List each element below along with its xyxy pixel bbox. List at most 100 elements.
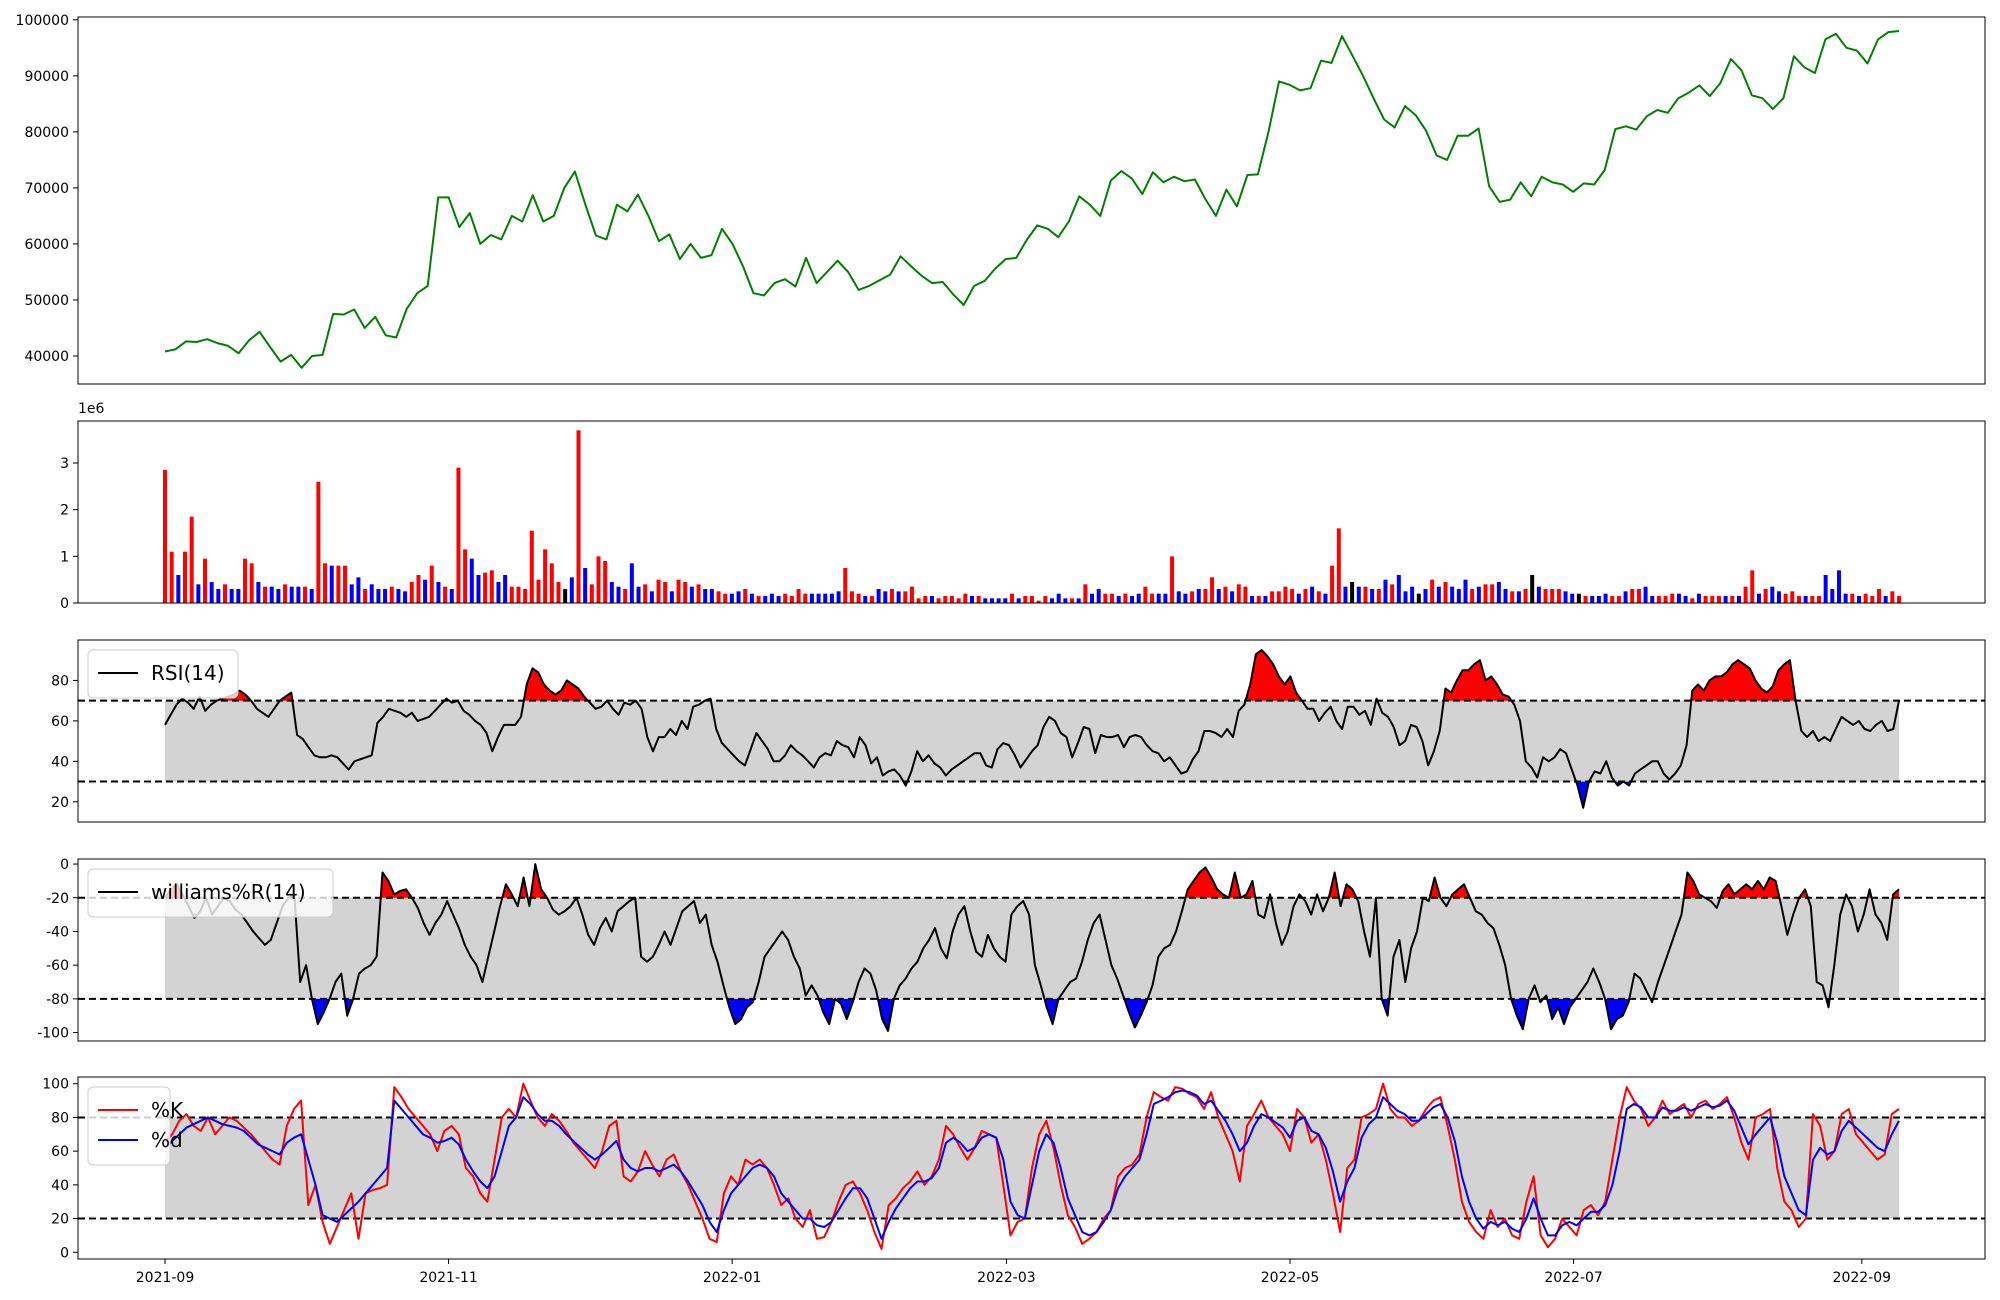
volume-bar-161	[1236, 584, 1241, 603]
volume-bar-109	[889, 589, 894, 603]
price-ytick-label-5: 90000	[24, 69, 69, 85]
volume-bar-155	[1196, 589, 1201, 603]
volume-bar-110	[896, 591, 901, 603]
volume-bar-63	[583, 568, 588, 603]
volume-bar-102	[843, 568, 848, 603]
rsi-overbought-fill-7	[1245, 650, 1302, 701]
williams-series-0	[164, 863, 1900, 1032]
stochastic-ytick-label-4: 80	[51, 1110, 69, 1126]
volume-bar-134	[1056, 593, 1061, 603]
volume-bar-42	[443, 586, 448, 603]
volume-bar-228	[1683, 596, 1688, 603]
volume-bar-55	[529, 530, 534, 603]
volume-bar-96	[803, 593, 808, 603]
volume-bar-89	[756, 596, 761, 603]
volume-bar-224	[1656, 596, 1661, 603]
volume-bar-135	[1063, 598, 1068, 603]
stochastic-ytick-label-3: 60	[51, 1144, 69, 1160]
volume-bar-106	[869, 596, 874, 603]
volume-bar-180	[1363, 586, 1368, 603]
price-ytick-label-4: 80000	[24, 125, 69, 141]
volume-bar-52	[509, 586, 514, 603]
volume-bar-103	[849, 591, 854, 603]
volume-bar-22	[309, 589, 314, 603]
rsi-overbought-fill-5	[523, 668, 588, 701]
volume-bar-128	[1016, 598, 1021, 603]
williams-frame	[77, 858, 1986, 1042]
volume-bar-168	[1283, 586, 1288, 603]
volume-bar-162	[1243, 586, 1248, 603]
williams-overbought-fill-12	[1328, 872, 1340, 898]
volume-bar-67	[609, 582, 614, 603]
volume-bar-203	[1516, 591, 1521, 603]
volume-bar-66	[603, 561, 608, 603]
volume-bar-25	[329, 565, 334, 603]
x-tick-label-5: 2022-07	[1544, 1270, 1603, 1286]
x-tick-label-0: 2021-09	[136, 1270, 195, 1286]
volume-bar-16	[269, 586, 274, 603]
volume-bar-35	[396, 589, 401, 603]
volume-bar-26	[336, 565, 341, 603]
volume-bar-3	[183, 551, 188, 603]
volume-bar-95	[796, 589, 801, 603]
williams-oversold-fill-7	[1124, 998, 1148, 1028]
volume-bar-19	[289, 586, 294, 603]
volume-bar-50	[496, 582, 501, 603]
volume-bar-121	[969, 596, 974, 603]
rsi-ytick-label-2: 60	[51, 714, 69, 730]
volume-bar-151	[1170, 556, 1175, 603]
volume-bar-173	[1316, 591, 1321, 603]
price-ytick-label-2: 60000	[24, 237, 69, 253]
volume-bar-31	[369, 584, 374, 603]
volume-bar-245	[1796, 596, 1801, 603]
volume-bar-252	[1843, 593, 1848, 603]
williams-overbought-fill-8	[1240, 880, 1256, 898]
volume-bar-232	[1710, 596, 1715, 603]
volume-bar-57	[543, 549, 548, 603]
volume-bar-86	[736, 591, 741, 603]
volume-bar-205	[1530, 575, 1535, 603]
williams-legend	[87, 868, 334, 918]
volume-bar-4	[189, 516, 194, 603]
volume-bar-69	[623, 589, 628, 603]
stochastic-legend-label-0: %K	[151, 1098, 184, 1122]
volume-bar-239	[1756, 593, 1761, 603]
volume-bar-177	[1343, 586, 1348, 603]
volume-bar-212	[1576, 593, 1581, 603]
volume-bar-193	[1450, 586, 1455, 603]
williams-legend-label-0: williams%R(14)	[151, 880, 306, 904]
volume-bar-184	[1390, 584, 1395, 603]
volume-bar-240	[1763, 589, 1768, 603]
volume-bar-62	[576, 430, 581, 603]
volume-bar-243	[1783, 593, 1788, 603]
volume-bar-236	[1736, 596, 1741, 603]
volume-bar-227	[1676, 593, 1681, 603]
volume-bar-14	[256, 582, 261, 603]
volume-bar-76	[669, 591, 674, 603]
price-ytick-label-1: 50000	[24, 293, 69, 309]
williams-ytick-label-4: -20	[46, 891, 69, 907]
williams-r-panel: -100 -80 -60 -40 -20 0 williams%R(14)	[37, 857, 1986, 1042]
volume-bar-8	[216, 589, 221, 603]
volume-bar-46	[469, 558, 474, 603]
williams-oversold-fill-3	[818, 998, 836, 1025]
volume-bar-115	[929, 596, 934, 603]
rsi-panel: 20 40 60 80 RSI(14)	[51, 639, 1986, 823]
volume-bar-221	[1636, 589, 1641, 603]
shared-x-axis: 2021-09 2021-11 2022-01 2022-03 2022-05 2022-…	[136, 1259, 1891, 1286]
volume-bar-11	[236, 589, 241, 603]
volume-bar-166	[1270, 591, 1275, 603]
volume-bar-85	[729, 593, 734, 603]
volume-bar-156	[1203, 589, 1208, 603]
volume-bar-123	[983, 598, 988, 603]
volume-bar-91	[769, 593, 774, 603]
rsi-ytick-label-3: 80	[51, 673, 69, 689]
volume-bar-250	[1830, 589, 1835, 603]
volume-bar-165	[1263, 596, 1268, 603]
volume-bar-210	[1563, 591, 1568, 603]
volume-bar-254	[1856, 596, 1861, 603]
volume-bar-142	[1110, 593, 1115, 603]
volume-bar-75	[663, 582, 668, 603]
volume-bar-5	[196, 584, 201, 603]
